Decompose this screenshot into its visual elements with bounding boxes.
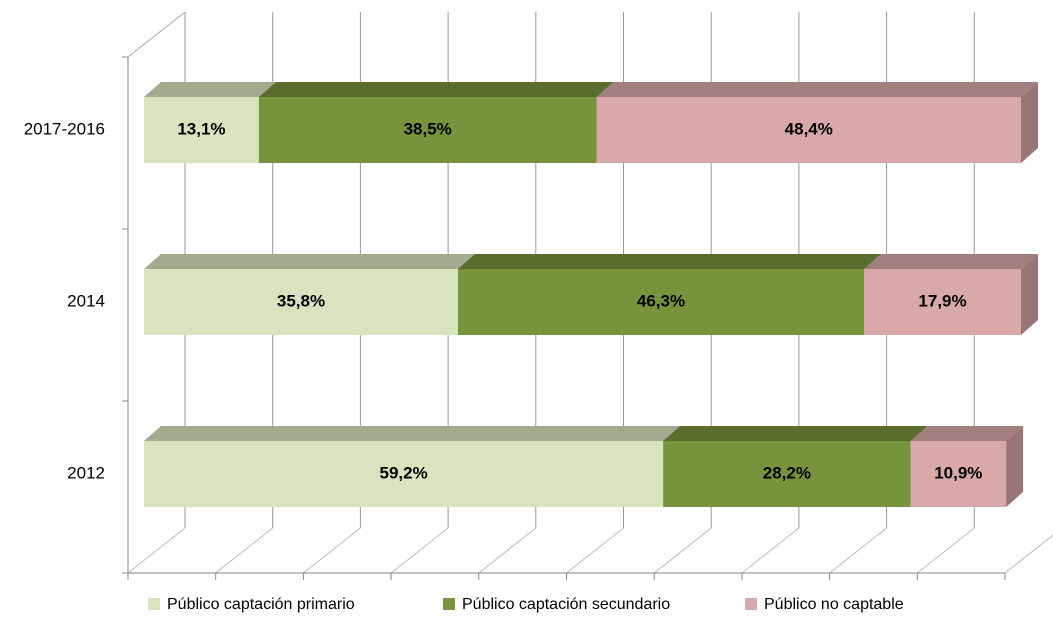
bar-segment (144, 254, 475, 335)
data-label: 59,2% (379, 463, 427, 482)
left-wall-top (127, 11, 186, 58)
bar (457, 269, 865, 335)
floor-line (566, 527, 624, 574)
bar-side-face (1006, 426, 1024, 507)
floor-line (1004, 534, 1053, 574)
bar-top-face (258, 82, 614, 97)
bar-top-face (144, 82, 276, 97)
legend-swatch (745, 598, 757, 610)
bar-top-face (144, 254, 475, 269)
data-label: 13,1% (177, 119, 225, 138)
bar (864, 269, 1021, 335)
floor-line (215, 527, 274, 574)
bar-segment (144, 426, 681, 507)
legend-label: Público no captable (764, 596, 904, 613)
floor-line (829, 527, 887, 574)
floor-line (478, 527, 537, 574)
legend-swatch (148, 598, 160, 610)
bar-top-face (663, 426, 928, 441)
bar-top-face (864, 254, 1038, 269)
floor-line (390, 527, 449, 574)
bar (144, 269, 458, 335)
bar-top-face (457, 254, 882, 269)
bar-top-face (596, 82, 1038, 97)
floor-line (303, 527, 361, 574)
data-label: 28,2% (763, 463, 811, 482)
bar-segment (258, 82, 614, 163)
floor-line (916, 527, 975, 574)
legend-label: Público captación primario (167, 596, 355, 613)
bar (910, 441, 1007, 507)
y-tick-label: 2017-2016 (24, 119, 105, 138)
bar (258, 97, 597, 163)
data-label: 10,9% (934, 463, 982, 482)
bar-top-face (910, 426, 1024, 441)
data-label: 38,5% (404, 119, 452, 138)
bar-side-face (1021, 254, 1038, 335)
floor-line (653, 527, 712, 574)
bar-segment (864, 254, 1038, 335)
bar-segment (457, 254, 882, 335)
y-tick-label: 2014 (67, 291, 105, 310)
data-label: 17,9% (918, 291, 966, 310)
floor-line (741, 527, 800, 574)
bar-side-face (1021, 82, 1038, 163)
bar (596, 97, 1021, 163)
bar-top-face (144, 426, 681, 441)
legend-label: Público captación secundario (462, 596, 670, 613)
bar-segment (596, 82, 1038, 163)
floor-line (127, 527, 186, 574)
data-label: 35,8% (277, 291, 325, 310)
bar-segment (910, 426, 1024, 507)
legend-swatch (443, 598, 455, 610)
data-label: 48,4% (785, 119, 833, 138)
bar (663, 441, 911, 507)
data-label: 46,3% (637, 291, 685, 310)
y-tick-label: 2012 (67, 463, 105, 482)
bar (144, 441, 664, 507)
bar (144, 97, 259, 163)
